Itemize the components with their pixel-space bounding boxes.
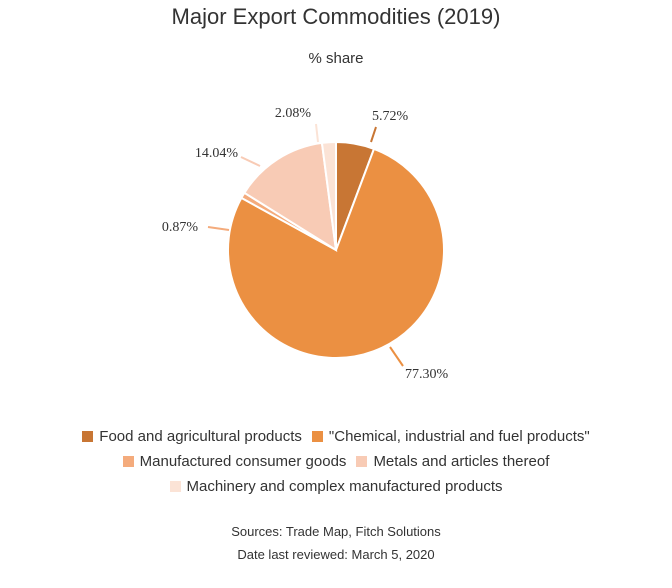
legend-label: Manufactured consumer goods	[139, 453, 347, 470]
sources-note: Sources: Trade Map, Fitch Solutions	[231, 524, 441, 539]
chart-subtitle: % share	[308, 50, 364, 67]
data-label: 5.72%	[372, 109, 409, 124]
legend-row: Manufactured consumer goods Metals and ar…	[0, 449, 672, 474]
legend-swatch	[311, 431, 323, 442]
legend-item[interactable]: Manufactured consumer goods	[122, 453, 347, 470]
chart-legend: Food and agricultural products "Chemical,…	[0, 424, 672, 499]
legend-label: Metals and articles thereof	[373, 453, 550, 470]
date-reviewed-note: Date last reviewed: March 5, 2020	[237, 547, 435, 562]
pie-slice	[227, 147, 445, 359]
legend-swatch	[356, 456, 368, 467]
legend-label: Food and agricultural products	[99, 428, 302, 445]
legend-row: Food and agricultural products "Chemical,…	[0, 424, 672, 449]
pie-slice	[243, 141, 338, 252]
legend-item[interactable]: "Chemical, industrial and fuel products"	[311, 428, 590, 445]
legend-swatch	[122, 456, 134, 467]
label-leader-line	[207, 226, 230, 231]
pie-chart: 5.72% 77.30% 0.87% 14.04% 2.08%	[162, 106, 449, 382]
label-leader-line	[389, 346, 404, 367]
data-label: 14.04%	[195, 146, 239, 161]
legend-swatch	[82, 431, 94, 442]
legend-item[interactable]: Food and agricultural products	[82, 428, 302, 445]
chart-footer: Sources: Trade Map, Fitch Solutions Date…	[0, 520, 672, 566]
legend-swatch	[169, 481, 181, 492]
legend-label: Machinery and complex manufactured produ…	[186, 478, 503, 495]
legend-label: "Chemical, industrial and fuel products"	[328, 428, 590, 445]
label-leader-line	[370, 126, 377, 143]
pie-slice	[320, 140, 337, 251]
legend-item[interactable]: Machinery and complex manufactured produ…	[169, 478, 503, 495]
label-leader-line	[315, 123, 319, 143]
label-leader-line	[240, 156, 261, 167]
chart-title: Major Export Commodities (2019)	[171, 4, 501, 29]
data-label: 0.87%	[162, 220, 199, 235]
data-label: 2.08%	[275, 106, 312, 121]
legend-item[interactable]: Metals and articles thereof	[356, 453, 549, 470]
legend-row: Machinery and complex manufactured produ…	[0, 474, 672, 499]
data-label: 77.30%	[405, 367, 449, 382]
